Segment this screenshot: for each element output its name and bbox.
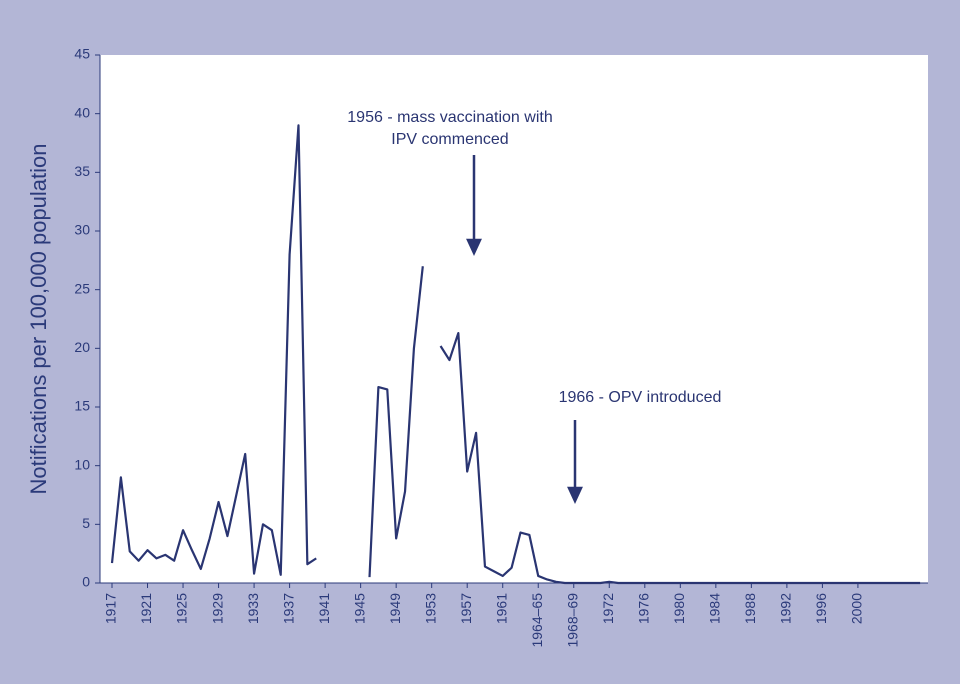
x-tick-label: 1992 [778, 593, 794, 624]
annotation: 1966 - OPV introduced [559, 389, 722, 406]
x-tick-label: 1945 [351, 593, 367, 624]
y-tick-label: 10 [74, 456, 90, 472]
x-tick-label: 1921 [138, 593, 154, 624]
data-line [368, 266, 424, 578]
y-tick-label: 25 [74, 280, 90, 296]
annotation: IPV commenced [391, 131, 508, 148]
y-tick-label: 30 [74, 222, 90, 238]
y-tick-label: 35 [74, 163, 90, 179]
x-tick-label: 1937 [280, 593, 296, 624]
x-tick-label: 1925 [174, 593, 190, 624]
x-tick-label: 1917 [103, 593, 119, 624]
data-line [439, 331, 921, 585]
y-tick-label: 0 [82, 574, 90, 590]
arrows [466, 155, 583, 504]
x-tick-label: 1972 [600, 593, 616, 624]
arrow-head [466, 238, 482, 256]
x-tick-label: 1933 [245, 593, 261, 624]
x-tick-label: 2000 [849, 593, 865, 624]
x-tick-label: 1980 [671, 593, 687, 624]
x-tick-label: 1988 [742, 593, 758, 624]
x-tick-label: 1961 [493, 593, 509, 624]
arrow-head [567, 486, 583, 504]
y-tick-label: 45 [74, 46, 90, 62]
y-tick-label: 15 [74, 398, 90, 414]
plot-area [100, 55, 928, 583]
y-tick-label: 5 [82, 515, 90, 531]
x-tick-label: 1976 [636, 593, 652, 624]
x-tick-label: 1968–69 [564, 593, 580, 648]
x-tick-label: 1953 [422, 593, 438, 624]
y-tick-label: 40 [74, 104, 90, 120]
annotation: 1956 - mass vaccination with [347, 109, 552, 126]
data-line [110, 124, 317, 576]
x-tick-label: 1996 [813, 593, 829, 624]
y-tick-label: 20 [74, 339, 90, 355]
x-tick-label: 1957 [458, 593, 474, 624]
x-tick-label: 1949 [387, 593, 403, 624]
x-tick-label: 1964–65 [529, 593, 545, 648]
y-axis-label: Notifications per 100,000 population [26, 143, 51, 494]
x-tick-label: 1929 [209, 593, 225, 624]
x-tick-label: 1941 [316, 593, 332, 624]
x-tick-label: 1984 [707, 593, 723, 624]
